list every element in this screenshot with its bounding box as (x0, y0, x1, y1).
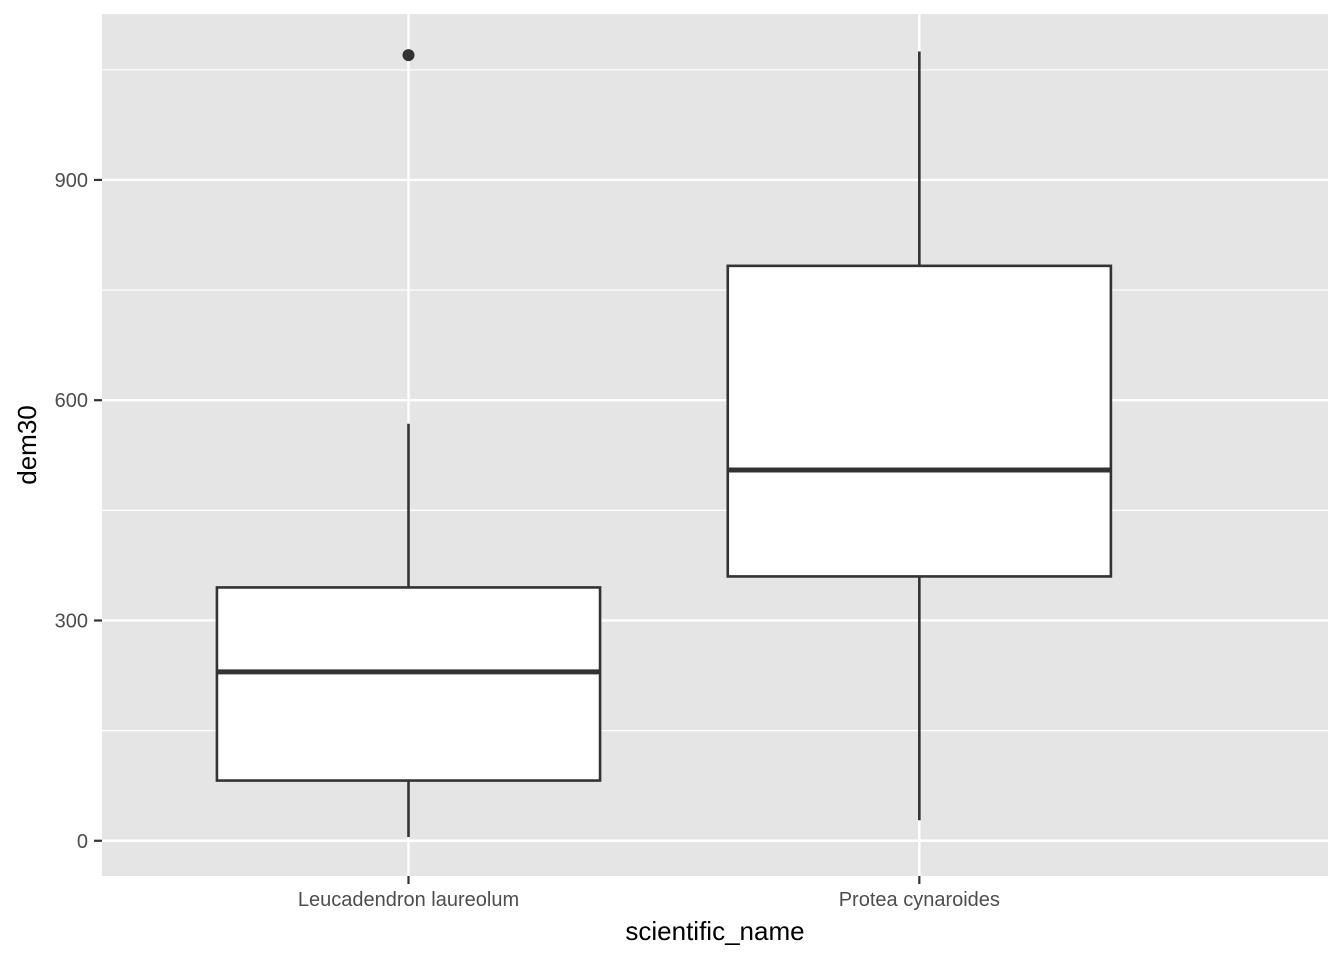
y-tick-label: 900 (55, 170, 88, 192)
y-axis-title: dem30 (12, 405, 42, 485)
box-group (215, 49, 602, 838)
x-tick-label: Leucadendron laureolum (298, 889, 519, 911)
box-iqr (726, 264, 1113, 578)
box-group (726, 51, 1113, 821)
y-tick-label: 300 (55, 610, 88, 632)
x-tick-label: Protea cynaroides (839, 889, 1000, 911)
axis-ticks (94, 178, 921, 884)
outlier-point (402, 49, 415, 62)
y-tick-labels: 0 300 600 900 (55, 170, 88, 853)
x-axis-title: scientific_name (625, 916, 804, 946)
boxes-layer (215, 49, 1113, 838)
y-tick-label: 0 (77, 831, 88, 853)
y-tick-label: 600 (55, 390, 88, 412)
x-tick-labels: Leucadendron laureolum Protea cynaroides (298, 889, 1000, 911)
box-iqr (215, 586, 602, 782)
